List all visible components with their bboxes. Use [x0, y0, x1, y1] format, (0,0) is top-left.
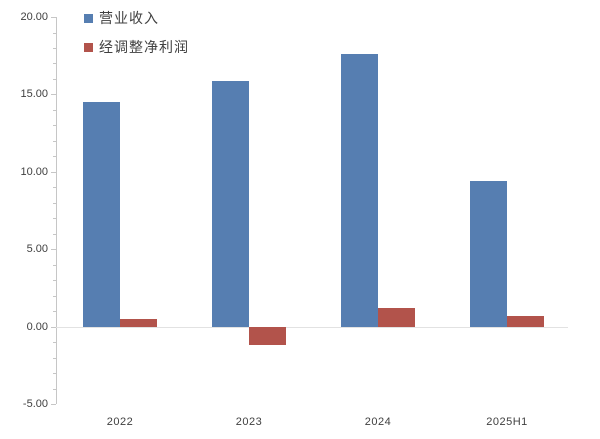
- bar-营业收入-2025H1: [470, 181, 507, 327]
- y-axis-minor-tick: [53, 373, 56, 374]
- y-axis-minor-tick: [53, 187, 56, 189]
- y-axis-major-tick: [51, 17, 56, 18]
- y-axis-minor-tick: [53, 78, 56, 80]
- bar-营业收入-2023: [212, 80, 249, 327]
- x-category-label: 2025H1: [486, 416, 528, 428]
- y-axis-minor-tick: [53, 295, 56, 297]
- y-axis-major-tick: [51, 404, 56, 405]
- bar-营业收入-2024: [341, 54, 378, 327]
- legend-marker-icon: [84, 13, 93, 23]
- y-axis-minor-tick: [53, 109, 56, 111]
- y-tick-label: 15.00: [20, 88, 48, 101]
- legend-item: 营业收入: [84, 10, 159, 26]
- y-axis-minor-tick: [53, 264, 56, 266]
- y-axis-minor-tick: [53, 156, 56, 158]
- legend-item: 经调整净利润: [84, 39, 189, 55]
- x-category-label: 2022: [106, 416, 134, 428]
- y-axis-minor-tick: [53, 233, 56, 235]
- y-tick-label: -5.00: [22, 398, 48, 410]
- bar-经调整净利润-2023: [249, 326, 286, 346]
- legend-label: 营业收入: [99, 10, 159, 26]
- y-axis-minor-tick: [53, 311, 56, 313]
- bar-经调整净利润-2024: [378, 308, 415, 327]
- y-tick-label: 0.00: [26, 320, 48, 333]
- legend-marker-icon: [84, 42, 93, 52]
- zero-gridline: [56, 326, 568, 328]
- bar-经调整净利润-2025H1: [507, 315, 544, 327]
- y-axis-major-tick: [51, 326, 56, 328]
- y-tick-label: 10.00: [20, 165, 48, 178]
- y-axis-major-tick: [51, 94, 56, 96]
- y-axis-major-tick: [51, 171, 56, 173]
- y-axis-minor-tick: [53, 218, 56, 220]
- bar-营业收入-2022: [83, 102, 120, 327]
- x-category-label: 2023: [235, 416, 263, 428]
- y-axis-minor-tick: [53, 63, 56, 65]
- y-axis-minor-tick: [53, 357, 56, 359]
- y-axis-minor-tick: [53, 48, 56, 49]
- bar-经调整净利润-2022: [120, 318, 157, 327]
- y-axis-minor-tick: [53, 202, 56, 204]
- y-axis-minor-tick: [53, 140, 56, 142]
- y-axis-minor-tick: [53, 32, 56, 34]
- y-axis-line: [56, 17, 57, 404]
- y-tick-label: 20.00: [20, 11, 48, 23]
- x-category-label: 2024: [364, 416, 392, 428]
- y-axis-minor-tick: [53, 280, 56, 282]
- y-axis-major-tick: [51, 249, 56, 251]
- y-tick-label: 5.00: [26, 243, 48, 256]
- legend-label: 经调整净利润: [99, 39, 189, 55]
- y-axis-minor-tick: [53, 342, 56, 344]
- y-axis-minor-tick: [53, 388, 56, 390]
- y-axis-minor-tick: [53, 125, 56, 127]
